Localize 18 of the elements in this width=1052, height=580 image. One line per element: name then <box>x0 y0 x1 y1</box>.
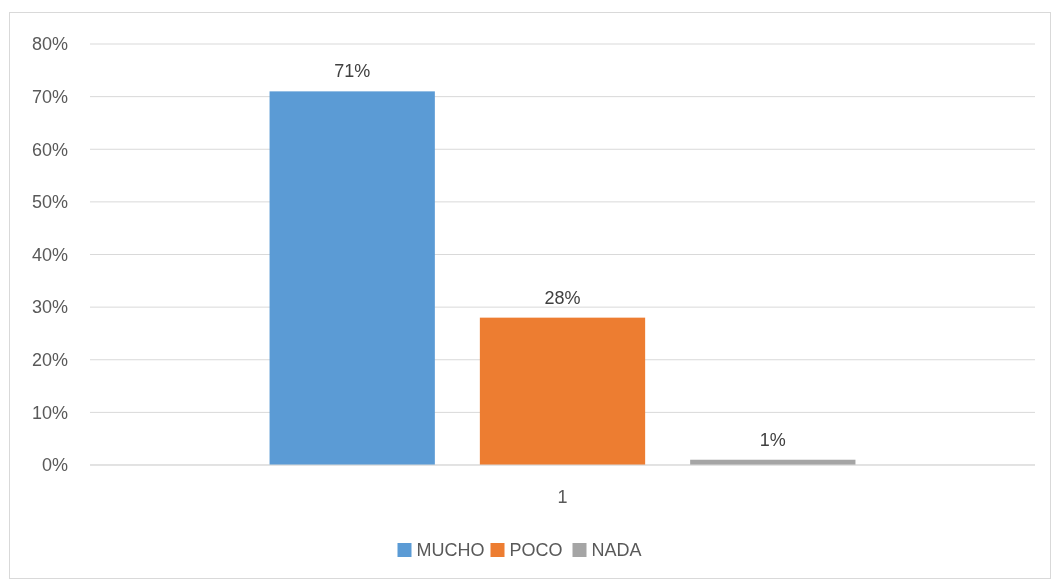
data-label: 28% <box>544 287 581 308</box>
y-tick-label: 10% <box>31 402 68 423</box>
y-tick-label: 0% <box>41 455 68 476</box>
y-tick-label: 20% <box>31 350 68 371</box>
y-tick-label: 50% <box>31 192 68 213</box>
y-tick-label: 30% <box>31 297 68 318</box>
y-tick-label: 60% <box>31 139 68 160</box>
bar <box>269 91 435 465</box>
bar <box>479 317 646 465</box>
y-tick-label: 70% <box>31 86 68 107</box>
legend-label: MUCHO <box>416 540 485 561</box>
legend-label: NADA <box>591 540 642 561</box>
y-tick-label: 80% <box>31 34 68 55</box>
x-tick-label: 1 <box>557 487 568 507</box>
y-tick-label: 40% <box>31 244 68 265</box>
data-label: 71% <box>334 61 371 82</box>
data-label: 1% <box>759 429 786 450</box>
legend-label: POCO <box>509 540 563 561</box>
